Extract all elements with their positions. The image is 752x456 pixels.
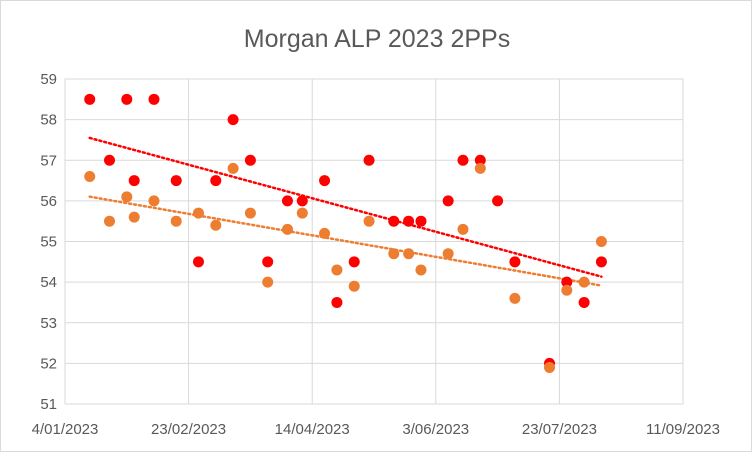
- data-point-series-2: [281, 223, 293, 235]
- data-point-series-1: [492, 195, 504, 207]
- x-tick-label: 23/02/2023: [151, 421, 226, 438]
- y-tick-label: 57: [40, 152, 57, 169]
- data-point-series-1: [227, 114, 239, 126]
- data-point-series-1: [103, 154, 115, 166]
- data-point-series-1: [363, 154, 375, 166]
- y-tick-label: 56: [40, 193, 57, 210]
- data-point-series-2: [244, 207, 256, 219]
- data-point-series-1: [509, 256, 521, 268]
- data-point-series-2: [210, 219, 222, 231]
- x-tick-label: 3/06/2023: [402, 421, 469, 438]
- data-point-series-1: [170, 175, 182, 187]
- data-point-series-1: [403, 215, 415, 227]
- data-point-series-2: [319, 227, 331, 239]
- data-point-series-1: [281, 195, 293, 207]
- data-point-series-1: [296, 195, 308, 207]
- axis-labels: 51 52 53 54 55 56 57 58 59 4/01/2023 23/02/2023 14/…: [32, 71, 720, 438]
- data-point-series-2: [363, 215, 375, 227]
- data-point-series-2: [103, 215, 115, 227]
- data-point-series-2: [170, 215, 182, 227]
- data-point-series-2: [84, 171, 96, 182]
- data-point-series-2: [578, 276, 590, 288]
- chart-title: Morgan ALP 2023 2PPs: [244, 25, 510, 53]
- data-point-series-1: [128, 175, 140, 187]
- y-tick-label: 58: [40, 112, 57, 129]
- data-point-series-2: [457, 223, 469, 235]
- data-point-series-2: [403, 248, 415, 260]
- data-point-series-2: [474, 162, 486, 174]
- data-point-series-1: [578, 296, 590, 308]
- data-point-series-1: [121, 93, 133, 105]
- data-point-series-2: [331, 264, 343, 276]
- data-point-series-1: [244, 154, 256, 166]
- data-point-series-1: [192, 256, 204, 268]
- data-point-series-1: [262, 256, 274, 268]
- data-point-series-1: [595, 256, 607, 268]
- data-point-series-1: [210, 175, 222, 187]
- data-point-series-2: [442, 248, 454, 260]
- data-point-series-1: [474, 154, 486, 166]
- trendline-series-2: [88, 195, 603, 287]
- data-point-series-2: [262, 276, 274, 288]
- data-point-series-2: [296, 207, 308, 219]
- data-point-series-2: [148, 195, 160, 207]
- data-points: [84, 93, 607, 373]
- data-point-series-2: [121, 191, 133, 203]
- gridlines: [64, 78, 684, 405]
- data-point-series-2: [192, 207, 204, 219]
- data-point-series-2: [348, 280, 360, 292]
- y-tick-label: 54: [40, 274, 57, 291]
- data-point-series-1: [331, 296, 343, 308]
- trendlines: [88, 136, 603, 287]
- data-point-series-2: [415, 264, 427, 276]
- data-point-series-1: [388, 215, 400, 227]
- data-point-series-2: [227, 162, 239, 174]
- x-tick-label: 23/07/2023: [522, 421, 597, 438]
- data-point-series-1: [457, 154, 469, 166]
- x-tick-label: 14/04/2023: [275, 421, 350, 438]
- data-point-series-1: [319, 175, 331, 187]
- data-point-series-2: [509, 292, 521, 304]
- y-tick-label: 51: [40, 396, 57, 413]
- data-point-series-1: [415, 215, 427, 227]
- data-point-series-1: [348, 256, 360, 268]
- y-tick-label: 59: [40, 71, 57, 88]
- data-point-series-1: [442, 195, 454, 207]
- data-point-series-1: [148, 93, 160, 105]
- data-point-series-2: [544, 361, 556, 373]
- y-tick-label: 55: [40, 234, 57, 251]
- data-point-series-2: [388, 248, 400, 260]
- data-point-series-2: [595, 236, 607, 247]
- data-point-series-1: [84, 93, 96, 105]
- y-tick-label: 53: [40, 315, 57, 332]
- data-point-series-1: [561, 276, 573, 288]
- data-point-series-2: [561, 284, 573, 296]
- y-tick-label: 52: [40, 355, 57, 372]
- data-point-series-2: [128, 211, 140, 223]
- x-tick-label: 11/09/2023: [646, 421, 720, 438]
- trendline-series-1: [88, 136, 603, 278]
- x-tick-label: 4/01/2023: [32, 421, 99, 438]
